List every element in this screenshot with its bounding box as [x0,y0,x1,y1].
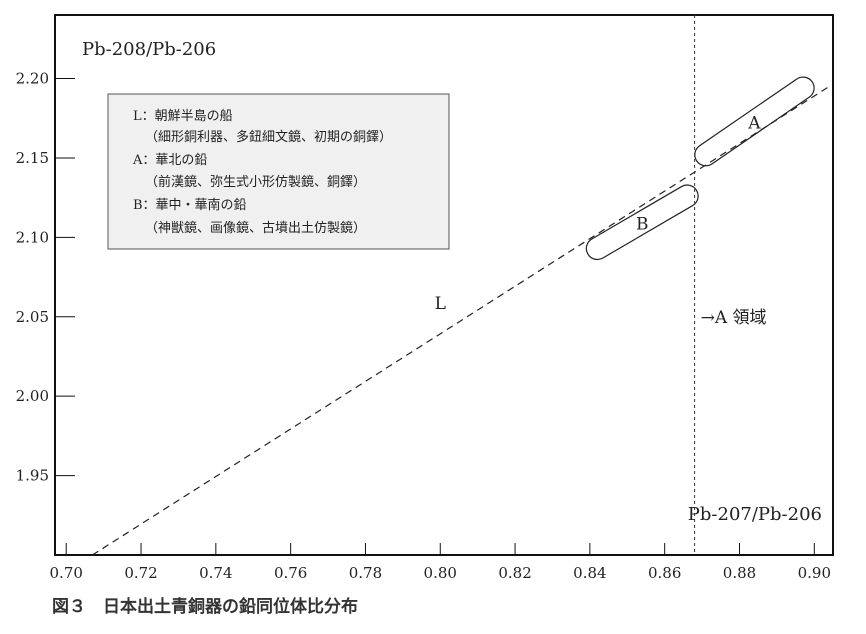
y-axis-title: Pb-208/Pb-206 [82,39,216,60]
legend-line-3: A：華北の鉛 [132,153,207,168]
x-tick-label: 0.82 [498,564,531,582]
x-tick-label: 0.80 [424,564,457,582]
y-tick-label: 2.15 [16,149,49,167]
legend-line-5: B：華中・華南の鉛 [133,197,247,213]
series-label: L [435,294,446,314]
region-B: B [585,184,699,261]
y-tick-label: 2.00 [16,387,49,405]
series-lines: →A 領域 L [92,15,830,556]
legend: L：朝鮮半島の船 （細形銅利器、多鈕細文鏡、初期の銅鐸） A：華北の鉛 （前漢鏡… [107,93,450,250]
x-tick-label: 0.78 [349,564,382,582]
legend-box [107,93,450,250]
x-tick-label: 0.88 [723,564,756,582]
legend-line-2: （細形銅利器、多鈕細文鏡、初期の銅鐸） [145,129,392,145]
y-tick-label: 2.10 [16,228,49,246]
region-outline [585,184,699,261]
region-outline [694,76,815,167]
legend-line-1: L：朝鮮半島の船 [133,109,233,124]
x-axis-title: Pb-207/Pb-206 [688,504,822,525]
figure-caption: 図３ 日本出土青銅器の鉛同位体比分布 [52,596,358,617]
legend-line-6: （神獣鏡、画像鏡、古墳出土仿製鏡） [145,221,366,236]
series-line-L [92,85,830,556]
region-label: B [636,214,649,234]
x-tick-label: 0.84 [573,564,606,582]
region-label: A [747,113,761,133]
x-tick-label: 0.76 [274,564,307,582]
y-tick-label: 2.05 [16,308,49,326]
reference-line-label: →A 領域 [701,308,767,328]
region-A: A [694,76,815,167]
y-tick-label: 1.95 [16,467,49,485]
legend-line-4: （前漢鏡、弥生式小形仿製鏡、銅鐸） [145,174,366,190]
axes: 0.70 0.72 0.74 0.76 0.78 0.80 0.82 0.84 0.86 0.88… [16,70,831,582]
x-tick-label: 0.70 [50,564,83,582]
x-tick-label: 0.72 [124,564,157,582]
y-tick-label: 2.20 [16,70,49,88]
x-tick-label: 0.90 [798,564,831,582]
x-tick-label: 0.74 [199,564,232,582]
x-tick-label: 0.86 [648,564,681,582]
regions: AB [585,76,815,261]
